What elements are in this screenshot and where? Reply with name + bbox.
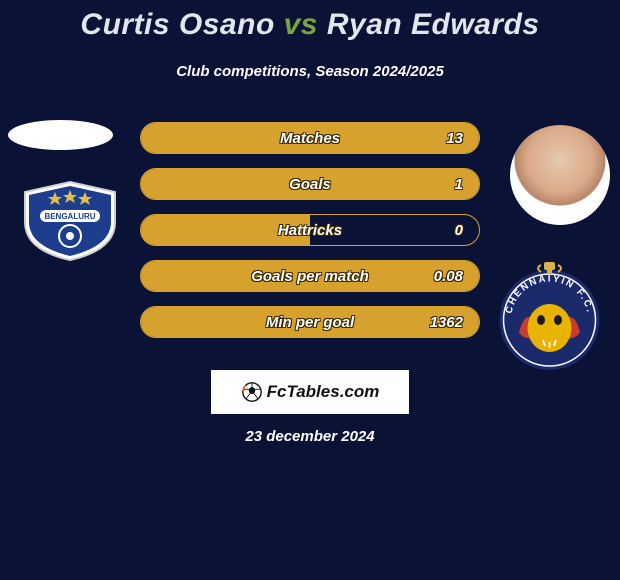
branding-text: FcTables.com <box>267 382 380 402</box>
title-player1: Curtis Osano <box>80 8 274 41</box>
stat-value: 1 <box>455 176 463 193</box>
stat-label: Goals <box>141 176 479 193</box>
stat-label: Hattricks <box>141 222 479 239</box>
date-text: 23 december 2024 <box>0 428 620 445</box>
branding-badge: FcTables.com <box>211 370 409 414</box>
player1-club-crest: BENGALURU <box>20 180 120 262</box>
subtitle: Club competitions, Season 2024/2025 <box>0 63 620 80</box>
stat-row: Goals1 <box>140 168 480 200</box>
player2-avatar <box>510 125 610 225</box>
player1-avatar <box>8 120 113 150</box>
stat-value: 0 <box>455 222 463 239</box>
stat-label: Matches <box>141 130 479 147</box>
stat-value: 13 <box>446 130 463 147</box>
club-left-label: BENGALURU <box>44 212 95 221</box>
title-player2: Ryan Edwards <box>327 8 540 41</box>
player2-club-crest: CHENNAIYIN F.C. <box>497 260 602 372</box>
page-title: Curtis Osano vs Ryan Edwards <box>0 8 620 42</box>
stat-value: 1362 <box>430 314 463 331</box>
stat-label: Goals per match <box>141 268 479 285</box>
stat-row: Matches13 <box>140 122 480 154</box>
stat-row: Min per goal1362 <box>140 306 480 338</box>
stat-label: Min per goal <box>141 314 479 331</box>
stats-table: Matches13 Goals1 Hattricks0 Goals per match… <box>140 122 480 338</box>
stat-row: Hattricks0 <box>140 214 480 246</box>
stat-row: Goals per match0.08 <box>140 260 480 292</box>
title-vs: vs <box>284 8 318 41</box>
stat-value: 0.08 <box>434 268 463 285</box>
soccer-ball-icon <box>241 381 263 403</box>
